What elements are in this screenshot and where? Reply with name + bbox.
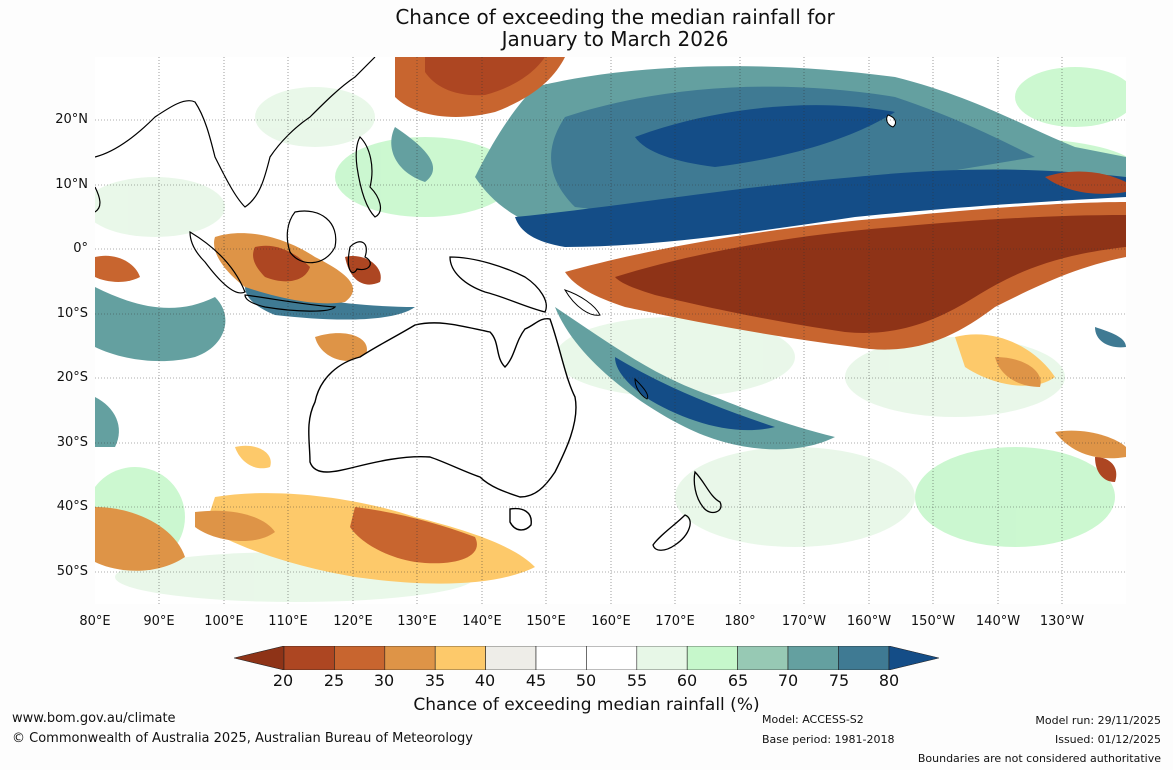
colorbar [234, 646, 939, 670]
lon-label: 100°E [204, 614, 244, 629]
lat-label-0: 0° [73, 241, 88, 256]
colorbar-tick: 50 [575, 671, 597, 690]
sulawesi-coastline [347, 241, 371, 274]
lon-label: 90°E [143, 614, 175, 629]
colorbar-tick: 65 [727, 671, 749, 690]
lon-label: 140°E [462, 614, 502, 629]
lat-label-30S: 30°S [56, 435, 88, 450]
new-zealand-south-coastline [652, 514, 691, 551]
colorbar-tick: 35 [424, 671, 446, 690]
colorbar-tick: 80 [878, 671, 900, 690]
philippines-coastline [355, 136, 382, 218]
lon-label: 120°E [333, 614, 373, 629]
map-shading-light [95, 67, 1126, 602]
lat-label-40S: 40°S [56, 499, 88, 514]
map-title-line-2: January to March 2026 [501, 27, 729, 51]
australia-coastline [308, 317, 577, 498]
borneo-coastline [286, 210, 337, 264]
new-caledonia-coastline [634, 377, 649, 400]
lon-label: 160°W [846, 614, 892, 629]
copyright-text: © Commonwealth of Australia 2025, Austra… [12, 731, 473, 746]
colorbar-tick: 70 [777, 671, 799, 690]
lon-label: 170°W [781, 614, 827, 629]
lon-label: 180° [724, 614, 756, 629]
colorbar-tick: 60 [676, 671, 698, 690]
asia-mainland-coastline [95, 57, 376, 208]
colorbar-segment [838, 646, 890, 670]
colorbar-tick: 45 [525, 671, 547, 690]
base-period: Base period: 1981-2018 [762, 733, 895, 746]
tasmania-coastline [509, 507, 532, 531]
colorbar-segment [535, 646, 587, 670]
sumatra-coastline [189, 230, 246, 294]
colorbar-tick: 40 [474, 671, 496, 690]
rainfall-probability-map [95, 57, 1126, 604]
colorbar-tick: 25 [323, 671, 345, 690]
colorbar-segment [737, 646, 789, 670]
colorbar-segment [334, 646, 386, 670]
map-shading-dry [95, 57, 1126, 584]
colorbar-segment [434, 646, 486, 670]
lon-label: 130°W [1039, 614, 1085, 629]
java-coastline [244, 294, 337, 312]
lat-label-20N: 20°N [55, 112, 88, 127]
map-title-line-1: Chance of exceeding the median rainfall … [395, 5, 835, 29]
sri-lanka-coastline [95, 186, 101, 213]
colorbar-segment [384, 646, 436, 670]
solomon-islands-coastline [563, 289, 601, 316]
colorbar-segment [586, 646, 638, 670]
colorbar-segment [686, 646, 738, 670]
issued-date: Issued: 01/12/2025 [1054, 733, 1161, 746]
hawaii-coastline [886, 114, 896, 128]
colorbar-segment [234, 646, 285, 670]
lon-label: 130°E [397, 614, 437, 629]
lon-label: 140°W [975, 614, 1021, 629]
colorbar-segment [636, 646, 688, 670]
colorbar-tick: 55 [626, 671, 648, 690]
model-run-date: Model run: 29/11/2025 [1035, 714, 1161, 727]
colorbar-label: Chance of exceeding median rainfall (%) [413, 695, 760, 715]
lat-label-10N: 10°N [55, 177, 88, 192]
new-guinea-coastline [449, 256, 547, 313]
map-shading-wet [95, 66, 1126, 450]
map-graticule [95, 57, 1126, 604]
colorbar-segment [283, 646, 335, 670]
colorbar-segment [485, 646, 537, 670]
colorbar-tick: 30 [373, 671, 395, 690]
model-name: Model: ACCESS-S2 [762, 713, 864, 726]
website-link[interactable]: www.bom.gov.au/climate [12, 711, 176, 726]
colorbar-tick: 20 [272, 671, 294, 690]
lon-label: 110°E [268, 614, 308, 629]
lon-label: 150°W [910, 614, 956, 629]
colorbar-segment [787, 646, 839, 670]
boundaries-disclaimer: Boundaries are not considered authoritat… [917, 752, 1161, 765]
new-zealand-coastline [693, 470, 722, 514]
lat-label-50S: 50°S [56, 564, 88, 579]
lat-label-20S: 20°S [56, 370, 88, 385]
colorbar-segment [888, 646, 939, 670]
colorbar-tick: 75 [828, 671, 850, 690]
lon-label: 80°E [79, 614, 111, 629]
lon-label: 170°E [655, 614, 695, 629]
lon-label: 160°E [591, 614, 631, 629]
lon-label: 150°E [526, 614, 566, 629]
lat-label-10S: 10°S [56, 306, 88, 321]
